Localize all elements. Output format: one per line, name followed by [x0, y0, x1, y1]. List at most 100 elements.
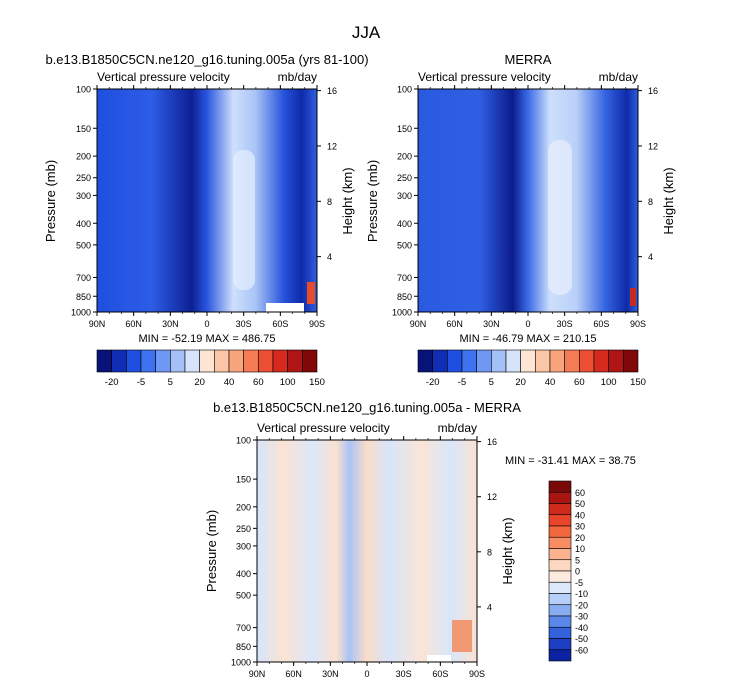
panel-diff-units: mb/day [438, 421, 477, 435]
colorbar-label: -20 [575, 600, 588, 610]
panel-model-left-string: Vertical pressure velocity [97, 70, 230, 84]
colorbar-box [548, 570, 572, 583]
colorbar-label: 60 [575, 488, 585, 498]
colorbar-box [564, 349, 580, 373]
colorbar-label: 150 [309, 377, 325, 388]
ytick-label: 850 [236, 642, 251, 652]
ytick-label: 200 [76, 152, 91, 162]
colorbar-box [461, 349, 477, 373]
xtick-label: 90S [630, 319, 646, 329]
panel-model-y2ticks: 16 12 8 4 [317, 86, 337, 262]
colorbar-label: -5 [137, 377, 145, 388]
colorbar-box [548, 581, 572, 594]
panel-merra-y2ticks: 16 12 8 4 [638, 86, 658, 262]
y2tick-label: 16 [487, 437, 497, 447]
panel-merra-left-string: Vertical pressure velocity [418, 70, 551, 84]
colorbar-label: 5 [489, 377, 494, 388]
panel-diff-xticks: 90N 60N 30N 0 30S 60S 90S [249, 436, 485, 679]
ytick-label: 250 [76, 173, 91, 183]
ytick-label: 850 [397, 292, 412, 302]
ytick-label: 850 [76, 292, 91, 302]
colorbar-label: -5 [575, 578, 583, 588]
colorbar-box [548, 593, 572, 606]
xtick-label: 30S [557, 319, 573, 329]
colorbar-box [505, 349, 521, 373]
colorbar-box [491, 349, 507, 373]
panel-model-core-low [233, 150, 255, 290]
y2tick-label: 8 [648, 197, 653, 207]
colorbar-label: -20 [105, 377, 119, 388]
colorbar-box [96, 349, 112, 373]
colorbar-label: 40 [545, 377, 556, 388]
panel-diff-left-string: Vertical pressure velocity [257, 421, 390, 435]
colorbar-label: -10 [575, 589, 588, 599]
ytick-label: 1000 [392, 308, 412, 318]
panel-merra-field [418, 89, 638, 312]
panel-diff-field [257, 440, 477, 662]
colorbar-box [623, 349, 639, 373]
panel-merra-red-spot [630, 288, 636, 306]
panel-diff-title: b.e13.B1850C5CN.ne120_g16.tuning.005a - … [213, 400, 521, 415]
colorbar-box [126, 349, 142, 373]
panel-merra-xticks: 90N 60N 30N 0 30S 60S 90S [410, 85, 646, 329]
panel-diff-yticks: 100 150 200 250 300 400 500 700 850 1000 [231, 436, 257, 668]
xtick-label: 90N [89, 319, 106, 329]
panel-diff-stats: MIN = -31.41 MAX = 38.75 [505, 455, 636, 467]
colorbar-box [548, 638, 572, 651]
xtick-label: 30S [236, 319, 252, 329]
panel-diff-red-spot [452, 620, 472, 652]
ytick-label: 300 [236, 541, 251, 551]
panel-model-xticks: 90N 60N 30N 0 30S 60S 90S [89, 85, 325, 329]
panel-merra-title: MERRA [505, 52, 552, 67]
panel-merra-yticks: 100 150 200 250 300 400 500 700 850 1000 [392, 85, 418, 318]
colorbar-label: -5 [458, 377, 466, 388]
ytick-label: 150 [76, 124, 91, 134]
colorbar-box [140, 349, 156, 373]
colorbar-box [579, 349, 595, 373]
y2tick-label: 12 [487, 492, 497, 502]
colorbar-label: 30 [575, 522, 585, 532]
colorbar-box [432, 349, 448, 373]
page-title: JJA [352, 23, 381, 42]
colorbar-box [287, 349, 303, 373]
colorbar-box [548, 491, 572, 504]
ytick-label: 400 [76, 219, 91, 229]
colorbar-label: 20 [194, 377, 205, 388]
xtick-label: 60S [272, 319, 288, 329]
xtick-label: 30N [483, 319, 500, 329]
ytick-label: 700 [76, 273, 91, 283]
panel-merra-core-low [548, 140, 572, 295]
colorbar-label: 10 [575, 544, 585, 554]
colorbar-box [548, 626, 572, 639]
panel-model-yticks: 100 150 200 250 300 400 500 700 850 1000 [71, 85, 97, 318]
y2tick-label: 8 [327, 197, 332, 207]
colorbar-box [228, 349, 244, 373]
colorbar-label: -20 [426, 377, 440, 388]
colorbar-box [548, 649, 572, 662]
panel-diff-y2ticks: 16 12 8 4 [477, 437, 497, 612]
colorbar-box [549, 349, 565, 373]
colorbar-box [243, 349, 259, 373]
xtick-label: 30S [396, 669, 412, 679]
colorbar-label: 40 [224, 377, 235, 388]
ytick-label: 300 [397, 191, 412, 201]
xtick-label: 60S [432, 669, 448, 679]
ytick-label: 500 [236, 591, 251, 601]
panel-model-ylabel: Pressure (mb) [43, 160, 58, 242]
panel-model-units: mb/day [278, 70, 317, 84]
xtick-label: 30N [322, 669, 339, 679]
colorbar-label: 20 [575, 533, 585, 543]
xtick-label: 90S [469, 669, 485, 679]
panel-diff-ylabel: Pressure (mb) [204, 510, 219, 592]
y2tick-label: 12 [648, 141, 658, 151]
ytick-label: 250 [397, 173, 412, 183]
xtick-label: 0 [525, 319, 530, 329]
colorbar-label: 5 [575, 555, 580, 565]
ytick-label: 400 [236, 569, 251, 579]
panel-model-title: b.e13.B1850C5CN.ne120_g16.tuning.005a (y… [45, 52, 368, 67]
colorbar-label: 60 [253, 377, 264, 388]
colorbar-box [548, 615, 572, 628]
panel-model-colorbar: -20 -5 5 20 40 60 100 150 [96, 349, 325, 388]
colorbar-box [548, 514, 572, 527]
